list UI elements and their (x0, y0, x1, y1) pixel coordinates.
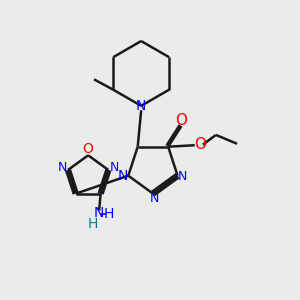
Text: O: O (194, 137, 206, 152)
Text: H: H (104, 207, 114, 221)
Text: N: N (178, 170, 188, 183)
Text: N: N (57, 161, 67, 174)
Text: N: N (94, 206, 104, 220)
Text: N: N (136, 99, 146, 113)
Text: H: H (88, 217, 98, 231)
Text: N: N (118, 169, 128, 183)
Text: N: N (110, 161, 119, 174)
Text: O: O (82, 142, 93, 156)
Text: N: N (150, 192, 159, 206)
Text: O: O (176, 113, 188, 128)
